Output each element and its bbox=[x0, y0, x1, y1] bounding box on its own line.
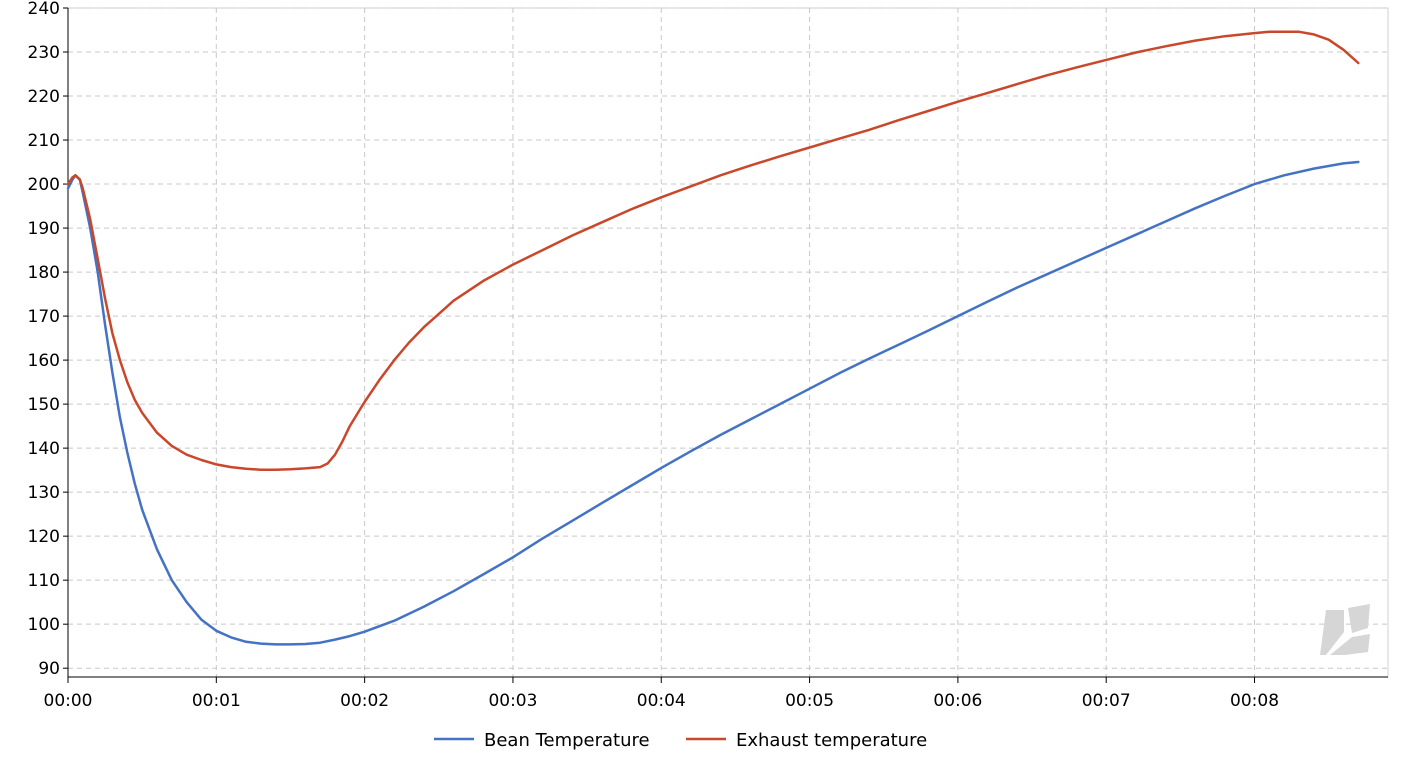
y-tick-label: 200 bbox=[28, 175, 60, 195]
x-tick-label: 00:06 bbox=[933, 691, 982, 711]
x-tick-label: 00:04 bbox=[637, 691, 686, 711]
x-tick-label: 00:07 bbox=[1082, 691, 1131, 711]
y-tick-label: 90 bbox=[38, 659, 60, 679]
legend-label: Exhaust temperature bbox=[736, 730, 927, 751]
y-tick-label: 220 bbox=[28, 87, 60, 107]
x-tick-label: 00:03 bbox=[488, 691, 537, 711]
y-tick-label: 190 bbox=[28, 219, 60, 239]
y-tick-label: 150 bbox=[28, 395, 60, 415]
y-tick-label: 100 bbox=[28, 615, 60, 635]
y-tick-label: 240 bbox=[28, 0, 60, 19]
series-line-bean-temperature bbox=[66, 160, 1360, 646]
series-lines bbox=[66, 30, 1360, 646]
grid bbox=[67, 7, 1389, 678]
y-tick-label: 180 bbox=[28, 263, 60, 283]
watermark-logo-icon bbox=[1320, 604, 1370, 655]
plot-area bbox=[67, 7, 1389, 678]
y-tick-label: 210 bbox=[28, 131, 60, 151]
x-tick-label: 00:05 bbox=[785, 691, 834, 711]
y-tick-label: 110 bbox=[28, 571, 60, 591]
x-tick-label: 00:08 bbox=[1230, 691, 1279, 711]
legend: Bean Temperature Exhaust temperature bbox=[434, 730, 927, 751]
series-line-exhaust-temperature bbox=[66, 30, 1360, 471]
y-tick-label: 160 bbox=[28, 351, 60, 371]
legend-label: Bean Temperature bbox=[484, 730, 650, 751]
y-tick-label: 120 bbox=[28, 527, 60, 547]
x-tick-label: 00:00 bbox=[44, 691, 93, 711]
y-tick-label: 170 bbox=[28, 307, 60, 327]
y-tick-label: 130 bbox=[28, 483, 60, 503]
x-tick-label: 00:01 bbox=[192, 691, 241, 711]
y-tick-label: 230 bbox=[28, 43, 60, 63]
y-tick-label: 140 bbox=[28, 439, 60, 459]
axes: 90 100 110 120 130 140 150 160 170 180 190 200 210 22… bbox=[28, 0, 1388, 711]
x-tick-label: 00:02 bbox=[340, 691, 389, 711]
